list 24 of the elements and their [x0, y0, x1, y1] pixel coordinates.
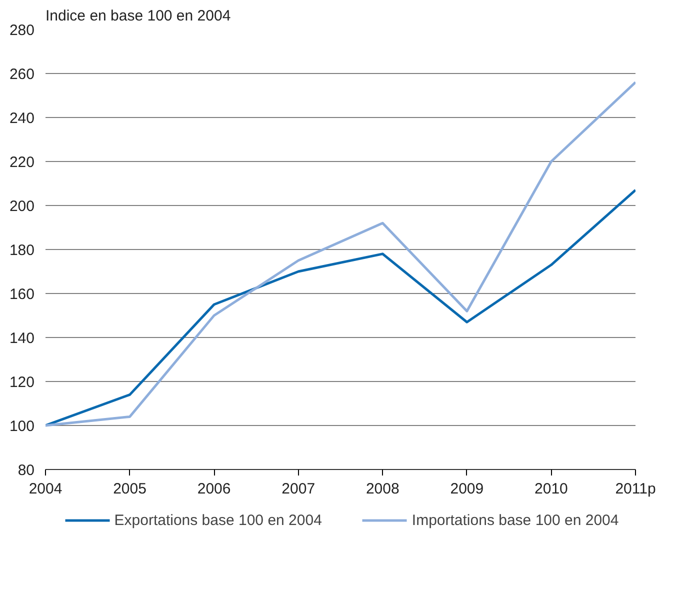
y-tick-label: 160: [9, 286, 35, 303]
y-tick-label: 280: [9, 22, 35, 39]
x-tick-label: 2011p: [615, 480, 656, 498]
x-tick-label: 2005: [113, 480, 146, 498]
y-tick-label: 180: [9, 242, 35, 259]
line-series: [46, 81, 636, 427]
y-tick-label: 260: [9, 66, 35, 83]
y-tick-label: 100: [9, 418, 35, 435]
y-tick-label: 240: [9, 110, 35, 127]
line-series: [46, 188, 636, 427]
y-tick-label: 200: [9, 198, 35, 215]
legend-label: Exportations base 100 en 2004: [114, 512, 322, 528]
x-tick-label: 2006: [197, 480, 231, 498]
y-tick-label: 220: [9, 154, 35, 171]
y-tick-label: 140: [9, 330, 35, 347]
x-tick-label: 2008: [366, 480, 400, 498]
x-tick-label: 2004: [28, 480, 62, 498]
legend-label: Importations base 100 en 2004: [412, 512, 619, 528]
y-tick-label: 120: [9, 374, 35, 391]
x-tick-label: 2009: [450, 480, 484, 498]
y-tick-label: 80: [18, 462, 35, 479]
x-tick-label: 2007: [282, 480, 316, 498]
y-axis-title: Indice en base 100 en 2004: [46, 8, 231, 24]
x-tick-label: 2010: [534, 480, 568, 498]
